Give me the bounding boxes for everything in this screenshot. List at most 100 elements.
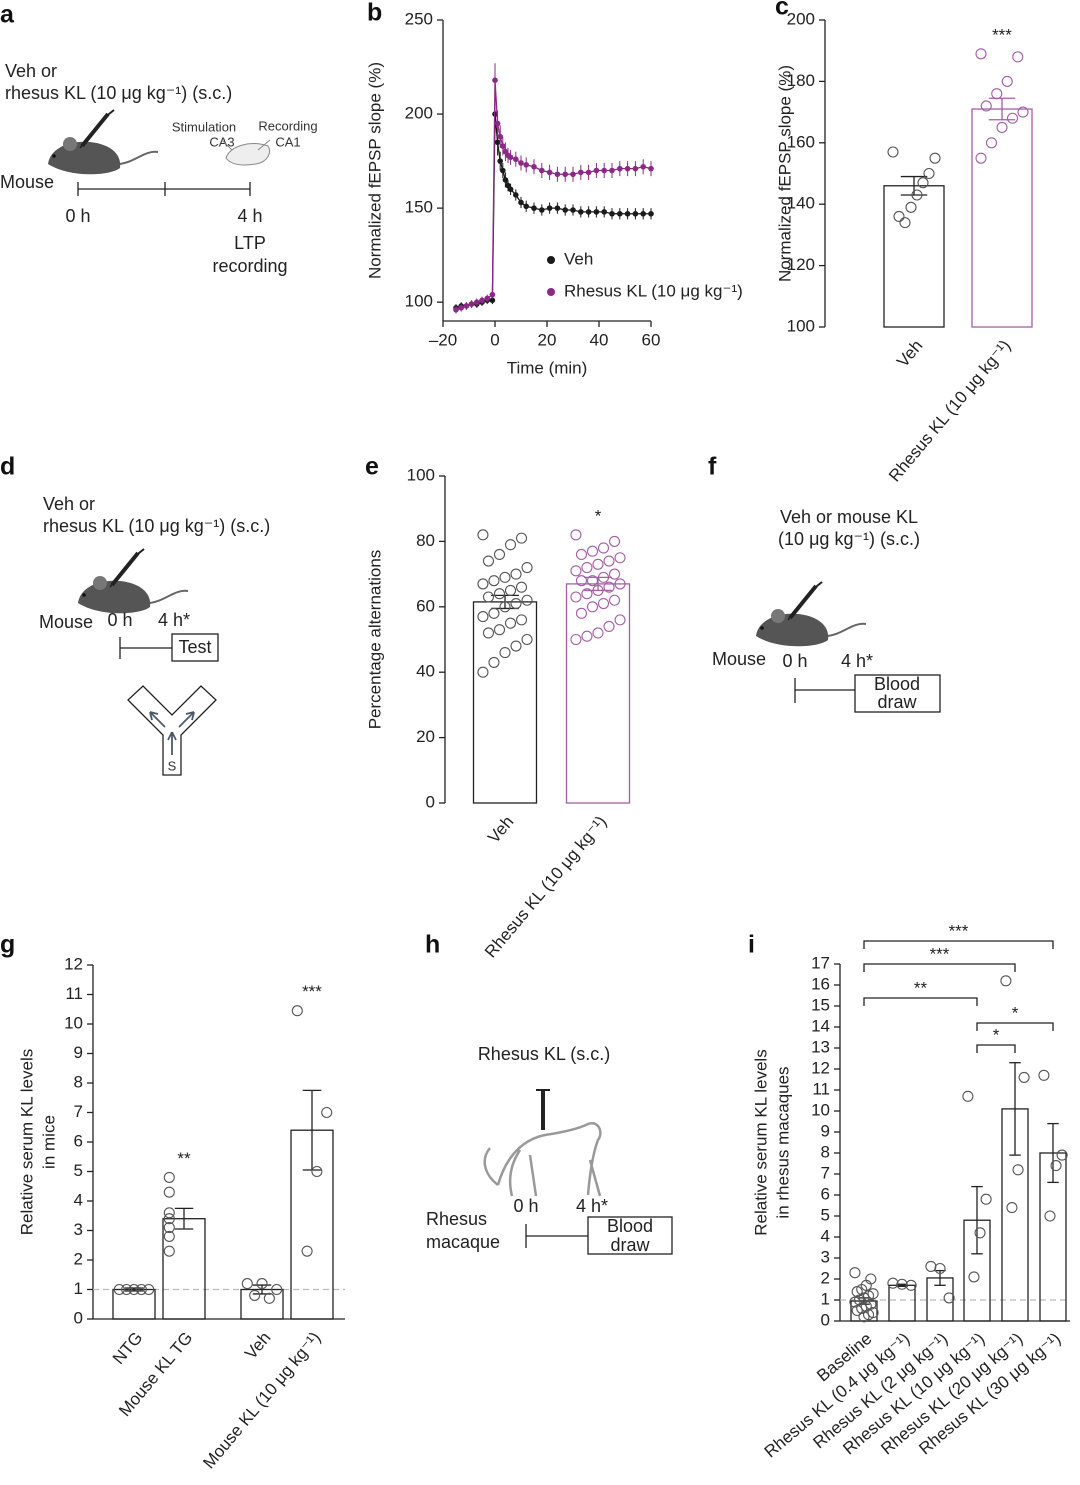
data-point <box>562 171 568 178</box>
label: S <box>168 758 177 773</box>
legend-marker <box>547 288 555 296</box>
data-point <box>499 571 511 583</box>
data-point <box>249 1289 261 1301</box>
label: Recording <box>258 118 317 133</box>
series-line <box>455 114 651 309</box>
x-tick-label: Veh <box>893 336 926 371</box>
data-point <box>581 588 593 600</box>
data-point <box>515 532 528 544</box>
data-point <box>581 562 593 574</box>
data-point <box>1006 1202 1018 1214</box>
data-point <box>632 165 639 172</box>
data-point <box>311 1165 323 1178</box>
label: macaque <box>426 1232 500 1252</box>
data-point <box>477 611 489 623</box>
data-point <box>648 210 654 217</box>
data-point <box>1018 1071 1030 1083</box>
data-point <box>504 584 517 597</box>
panel-letter: e <box>365 453 379 481</box>
data-point <box>934 1262 946 1275</box>
data-point <box>925 1260 937 1272</box>
series-line <box>455 80 652 311</box>
data-point <box>518 199 524 206</box>
y-axis-label: Normalized fEPSP slope (%) <box>365 62 384 279</box>
x-tick-label: 60 <box>642 330 661 349</box>
data-point <box>1000 975 1012 987</box>
data-point <box>991 88 1003 100</box>
data-point <box>489 291 496 298</box>
y-tick-label: 20 <box>416 727 435 746</box>
mouse-icon <box>754 580 868 649</box>
y-tick-label: 5 <box>821 1205 830 1224</box>
data-point <box>975 48 987 60</box>
data-point <box>539 167 545 174</box>
data-point <box>592 584 604 597</box>
data-point <box>1050 1160 1062 1172</box>
label: 0 h <box>782 651 807 671</box>
data-point <box>896 1278 908 1290</box>
data-point <box>592 558 604 570</box>
data-point <box>570 207 576 213</box>
box <box>171 633 219 662</box>
data-point <box>575 548 588 561</box>
bar <box>565 583 631 804</box>
data-point <box>617 165 623 172</box>
y-tick-label: 0 <box>74 1308 83 1327</box>
data-point <box>554 205 561 211</box>
label: draw <box>877 692 917 712</box>
data-point <box>608 568 621 580</box>
data-point <box>858 1311 870 1323</box>
x-tick-label: Veh <box>484 812 517 847</box>
data-point <box>578 209 584 215</box>
significance-label: *** <box>302 982 322 1001</box>
data-point <box>504 539 517 551</box>
legend-label: Veh <box>564 249 593 268</box>
y-axis-label: Percentage alternations <box>365 550 384 730</box>
significance-label: *** <box>949 921 969 940</box>
data-point <box>962 1090 974 1102</box>
data-point <box>1038 1069 1050 1081</box>
data-point <box>163 1222 175 1234</box>
data-point <box>1044 1210 1056 1222</box>
data-point <box>562 207 568 213</box>
x-tick-label: NTG <box>109 1328 147 1368</box>
data-point <box>575 575 588 587</box>
y-tick-label: 1 <box>74 1279 83 1298</box>
bar <box>971 108 1033 328</box>
data-point <box>597 542 610 554</box>
data-point <box>905 201 917 213</box>
arrows <box>149 711 195 755</box>
data-point <box>143 1283 155 1296</box>
data-point <box>585 209 592 215</box>
y-tick-label: 10 <box>64 1013 83 1032</box>
data-point <box>917 177 929 189</box>
data-point <box>570 591 582 603</box>
data-point <box>851 1286 863 1298</box>
data-point <box>474 299 480 305</box>
label: Veh or mouse KL <box>780 507 918 527</box>
data-point <box>493 548 506 561</box>
data-point <box>887 146 899 158</box>
y-tick-label: 5 <box>74 1161 83 1180</box>
significance-bracket <box>863 963 1016 972</box>
data-point <box>608 535 621 547</box>
y-tick-label: 2 <box>821 1268 830 1287</box>
y-tick-label: 4 <box>74 1190 83 1209</box>
data-point <box>1056 1149 1068 1161</box>
data-point <box>468 301 475 307</box>
data-point <box>482 627 495 639</box>
diagram-a: Veh or rhesus KL (10 μg kg⁻¹) (s.c.) Mou… <box>0 61 318 276</box>
data-point <box>463 303 470 309</box>
data-point <box>1012 51 1024 63</box>
data-point <box>477 529 489 541</box>
y-maze <box>127 685 217 776</box>
y-axis-label: in rhesus macaques <box>773 1066 792 1218</box>
data-point <box>597 597 610 610</box>
data-point <box>614 578 626 590</box>
data-point <box>586 601 599 613</box>
data-point <box>603 620 615 632</box>
data-point <box>601 167 607 174</box>
data-point <box>592 627 604 639</box>
y-tick-label: 6 <box>74 1131 83 1150</box>
